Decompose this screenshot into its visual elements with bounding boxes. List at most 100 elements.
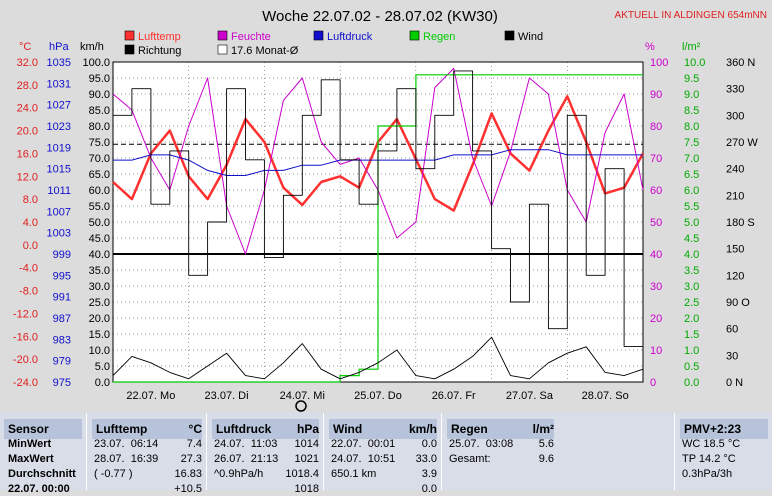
pressure-tick-label: 983 <box>53 334 71 346</box>
pmv-value: WC 18.5 °C <box>682 438 741 450</box>
rain-tick-label: 9.0 <box>684 89 699 101</box>
rain-tick-label: 1.0 <box>684 345 699 357</box>
wind-axis-unit: km/h <box>80 41 104 53</box>
wind-tick-label: 15.0 <box>89 329 110 341</box>
temp-tick-label: -24.0 <box>13 377 38 389</box>
stats-cell-lufttemp-value: 7.4 <box>186 438 202 450</box>
stats-cell-regen-value: 9.6 <box>538 453 554 465</box>
temp-tick-label: -16.0 <box>13 331 38 343</box>
legend-label: Wind <box>518 31 543 43</box>
stats-cell-wind-value: 0.0 <box>421 438 437 450</box>
chart-title: Woche 22.07.02 - 28.07.02 (KW30) <box>262 8 498 25</box>
stats-cell-luftdruck-value: 1021 <box>294 453 319 465</box>
temp-tick-label: -4.0 <box>19 263 38 275</box>
rain-tick-label: 7.5 <box>684 137 699 149</box>
pressure-tick-label: 999 <box>53 249 71 261</box>
stats-unit-wind: km/h <box>408 422 437 436</box>
rain-tick-label: 4.5 <box>684 233 699 245</box>
rain-tick-label: 5.0 <box>684 217 699 229</box>
stats-cell-lufttemp-label: 23.07. 06:14 <box>94 438 159 450</box>
humidity-tick-label: 100 <box>650 57 668 69</box>
rain-tick-label: 10.0 <box>684 57 705 69</box>
stats-cell-lufttemp-value: +10.5 <box>174 483 202 495</box>
column-separator <box>86 413 87 490</box>
humidity-tick-label: 40 <box>650 249 662 261</box>
wind-tick-label: 50.0 <box>89 217 110 229</box>
stats-cell-lufttemp-label: ( -0.77 ) <box>94 468 133 480</box>
stats-cell-luftdruck-label: 26.07. 21:13 <box>214 453 279 465</box>
series-line-richtung <box>113 70 644 347</box>
rain-axis-unit: l/m² <box>682 41 701 53</box>
rain-tick-label: 0.5 <box>684 361 699 373</box>
pressure-tick-label: 1015 <box>47 164 71 176</box>
wind-tick-label: 30.0 <box>89 281 110 293</box>
stats-cell-lufttemp-value: 27.3 <box>180 453 202 465</box>
wind-tick-label: 10.0 <box>89 345 110 357</box>
pressure-tick-label: 1027 <box>47 100 71 112</box>
stats-cell-luftdruck-value: 1018 <box>294 483 319 495</box>
direction-tick-label: 330 <box>726 84 744 96</box>
temp-tick-label: -12.0 <box>13 308 38 320</box>
pressure-tick-label: 1031 <box>47 78 71 90</box>
series-line-wind <box>112 336 644 380</box>
pressure-tick-label: 1019 <box>47 142 71 154</box>
legend-label: 17.6 Monat-Ø <box>231 45 299 57</box>
wind-tick-label: 35.0 <box>89 265 110 277</box>
rain-tick-label: 5.5 <box>684 201 699 213</box>
stats-cell-wind-value: 33.0 <box>415 453 437 465</box>
rain-tick-label: 2.5 <box>684 297 699 309</box>
temp-tick-label: 8.0 <box>23 194 38 206</box>
wind-tick-label: 75.0 <box>89 137 110 149</box>
legend-swatch <box>217 44 228 55</box>
stats-header-sensor: Sensor <box>4 419 82 439</box>
legend-label: Feuchte <box>231 31 271 43</box>
wind-tick-label: 100.0 <box>82 57 110 69</box>
stats-unit-regen: l/m² <box>532 422 554 436</box>
direction-tick-label: 300 <box>726 110 744 122</box>
day-marker-icon[interactable] <box>295 400 307 412</box>
direction-tick-label: 270 W <box>726 137 758 149</box>
stats-header-regen: Regen <box>447 419 554 439</box>
stats-cell-wind-label: 650.1 km <box>331 468 377 480</box>
wind-tick-label: 45.0 <box>89 233 110 245</box>
humidity-tick-label: 80 <box>650 121 662 133</box>
pressure-tick-label: 1011 <box>47 185 71 197</box>
humidity-axis-unit: % <box>645 41 655 53</box>
legend-swatch <box>313 30 324 41</box>
legend-label: Lufttemp <box>138 31 181 43</box>
humidity-tick-label: 20 <box>650 313 662 325</box>
stats-cell-luftdruck-value: 1014 <box>294 438 319 450</box>
pressure-axis-unit: hPa <box>49 41 69 53</box>
temp-tick-label: 20.0 <box>17 126 38 138</box>
pressure-tick-label: 1007 <box>47 206 71 218</box>
pressure-tick-label: 1003 <box>47 228 71 240</box>
x-day-label: 26.07. Fr <box>432 390 476 402</box>
legend-swatch <box>504 30 515 41</box>
legend-label: Luftdruck <box>327 31 373 43</box>
temp-tick-label: 32.0 <box>17 57 38 69</box>
stats-cell-regen-value: 5.6 <box>538 438 554 450</box>
x-day-label: 22.07. Mo <box>126 390 175 402</box>
x-day-label: 25.07. Do <box>354 390 402 402</box>
wind-tick-label: 55.0 <box>89 201 110 213</box>
direction-tick-label: 150 <box>726 244 744 256</box>
legend-swatch <box>124 44 135 55</box>
pressure-tick-label: 987 <box>53 313 71 325</box>
column-separator <box>674 413 675 490</box>
column-separator <box>206 413 207 490</box>
wind-tick-label: 90.0 <box>89 89 110 101</box>
humidity-tick-label: 90 <box>650 89 662 101</box>
wind-tick-label: 60.0 <box>89 185 110 197</box>
column-separator <box>323 413 324 490</box>
temp-axis-unit: °C <box>19 41 31 53</box>
legend-swatch <box>217 30 228 41</box>
rain-tick-label: 2.0 <box>684 313 699 325</box>
location-badge: AKTUELL IN ALDINGEN 654mNN <box>615 10 767 21</box>
stats-cell-wind-label: 22.07. 00:01 <box>331 438 396 450</box>
wind-tick-label: 5.0 <box>95 361 110 373</box>
temp-tick-label: -20.0 <box>13 354 38 366</box>
stats-unit-lufttemp: °C <box>188 422 202 436</box>
wind-tick-label: 20.0 <box>89 313 110 325</box>
stats-cell-wind-value: 3.9 <box>421 468 437 480</box>
series-line-regen <box>113 74 643 383</box>
